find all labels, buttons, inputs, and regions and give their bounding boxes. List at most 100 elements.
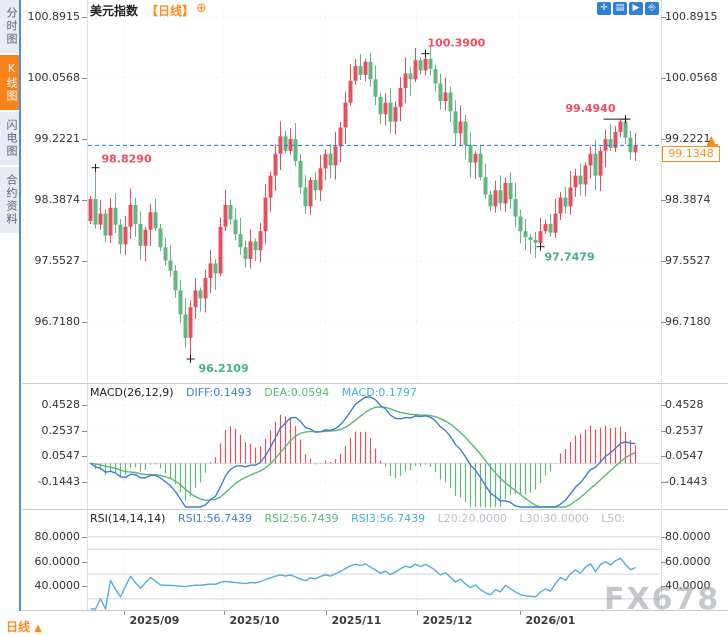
price-extreme-label: 98.8290 (102, 153, 152, 166)
y-axis-label: 40.0000 (665, 579, 711, 593)
last-price-marker: 99.1348 (662, 146, 720, 163)
y-axis-label: 100.0568 (27, 71, 81, 84)
y-axis-label: 97.5527 (34, 253, 81, 267)
axis-tick (82, 17, 87, 19)
y-axis-label: 96.7180 (665, 314, 711, 328)
macd-hist-value: MACD:0.1797 (341, 386, 417, 399)
y-axis-label: 80.0000 (34, 529, 81, 543)
separator-main-macd (22, 383, 728, 384)
axis-tick (661, 561, 666, 563)
x-axis-tick (223, 611, 225, 615)
separator-macd-rsi (22, 509, 728, 510)
chart-type-sidebar: 分时图 K线图闪电图合约资料 (0, 0, 21, 611)
chevron-up-icon: ▲ (34, 623, 42, 634)
period-selector-label: 日线 (6, 620, 31, 634)
rsi-name: RSI(14,14,14) (90, 512, 166, 525)
x-axis-tick (416, 611, 418, 615)
pop-out-icon[interactable]: ⎆ (645, 2, 659, 15)
axis-tick (661, 586, 666, 588)
rsi2-value: RSI2:56.7439 (264, 512, 339, 525)
y-axis-label: 96.7180 (34, 314, 81, 328)
axis-tick (661, 481, 666, 483)
y-axis-label: 99.2221 (34, 131, 81, 145)
macd-name: MACD(26,12,9) (90, 386, 174, 399)
y-axis-label: -0.1443 (665, 474, 708, 488)
axis-tick (661, 199, 666, 201)
x-axis-label: 2025/10 (229, 614, 280, 627)
zoom-out-icon[interactable]: ▤ (613, 2, 627, 15)
sidebar-item-time-share[interactable]: 分时图 (0, 0, 19, 53)
price-extreme-label: 99.4940 (565, 102, 615, 115)
y-axis-label: 99.2221 (665, 131, 711, 145)
axis-tick (82, 586, 87, 588)
y-axis-label: 60.0000 (665, 554, 711, 568)
price-extreme-label: 100.3900 (428, 37, 486, 50)
y-axis-label: 0.4528 (41, 398, 81, 412)
macd-dea-value: DEA:0.0594 (264, 386, 330, 399)
axis-tick (661, 78, 666, 79)
x-axis-label: 2025/09 (129, 614, 180, 627)
y-axis-label: 100.8915 (665, 10, 718, 24)
y-axis-label: 0.0547 (41, 449, 81, 463)
axis-tick (82, 561, 87, 563)
period-tag: 【日线】 (146, 4, 195, 18)
arrow-base-line (707, 144, 718, 148)
macd-chart[interactable] (88, 396, 660, 508)
y-axis-label: 0.2537 (41, 423, 81, 437)
x-axis-label: 2025/12 (422, 614, 473, 627)
rsi-l50-value: L50: (601, 512, 626, 525)
x-axis-label: 2025/11 (331, 614, 382, 627)
axis-tick (82, 260, 87, 262)
axis-tick (82, 199, 87, 201)
period-selector[interactable]: 日线 ▲ (6, 618, 42, 635)
axis-tick (661, 405, 666, 407)
price-extreme-label: 97.7479 (545, 251, 595, 264)
candlestick-chart[interactable]: 98.8290 96.2109 100.3900 97.7479 99.4940 (88, 8, 660, 382)
axis-tick (661, 260, 666, 262)
indicator-settings-icon[interactable]: ⊕ (196, 1, 207, 16)
sidebar-item-kline[interactable]: K线图 (0, 55, 19, 110)
axis-tick (661, 17, 666, 19)
axis-tick (82, 405, 87, 407)
instrument-title: 美元指数 (90, 4, 139, 18)
axis-tick (82, 430, 87, 432)
axis-tick (82, 78, 87, 79)
rsi-chart[interactable] (88, 524, 660, 610)
y-axis-label: 0.0547 (665, 449, 704, 463)
axis-tick (661, 536, 666, 538)
up-arrow-icon: ▲ (707, 133, 716, 147)
rsi1-value: RSI1:56.7439 (177, 512, 252, 525)
y-axis-label: 100.8915 (27, 10, 81, 24)
axis-tick (82, 536, 87, 538)
x-axis-tick (325, 611, 327, 615)
x-axis-tick (519, 611, 521, 615)
y-axis-label: 100.0568 (665, 71, 718, 84)
sidebar-item-contract-info[interactable]: 合约资料 (0, 167, 19, 233)
y-axis-label: 97.5527 (665, 253, 711, 267)
chart-toolbar: ✛ ▤ ▶ ⎆ (597, 2, 659, 15)
plot-right-border (661, 0, 662, 610)
macd-diff-value: DIFF:0.1493 (186, 386, 252, 399)
price-extreme-label: 96.2109 (199, 362, 249, 375)
axis-tick (82, 481, 87, 483)
y-axis-label: 98.3874 (665, 192, 711, 206)
axis-tick (661, 138, 666, 140)
axis-tick (661, 321, 666, 323)
scroll-to-latest-button[interactable]: ▲ (707, 133, 718, 148)
x-axis-label: 2026/01 (525, 614, 576, 627)
rsi-l20-value: L20:20.0000 (437, 512, 507, 525)
sidebar-item-lightning[interactable]: 闪电图 (0, 112, 19, 165)
axis-tick (661, 456, 666, 458)
axis-tick (82, 456, 87, 458)
y-axis-label: 98.3874 (34, 192, 81, 206)
y-axis-label: 0.4528 (665, 398, 704, 412)
zoom-in-icon[interactable]: ▶ (629, 2, 643, 15)
y-axis-label: 60.0000 (34, 554, 81, 568)
crosshair-icon[interactable]: ✛ (597, 2, 611, 15)
axis-tick (661, 430, 666, 432)
macd-header: MACD(26,12,9) DIFF:0.1493 DEA:0.0594 MAC… (90, 386, 426, 399)
y-axis-label: 0.2537 (665, 423, 704, 437)
y-axis-label: 40.0000 (34, 579, 81, 593)
rsi-header: RSI(14,14,14) RSI1:56.7439 RSI2:56.7439 … (90, 512, 634, 525)
